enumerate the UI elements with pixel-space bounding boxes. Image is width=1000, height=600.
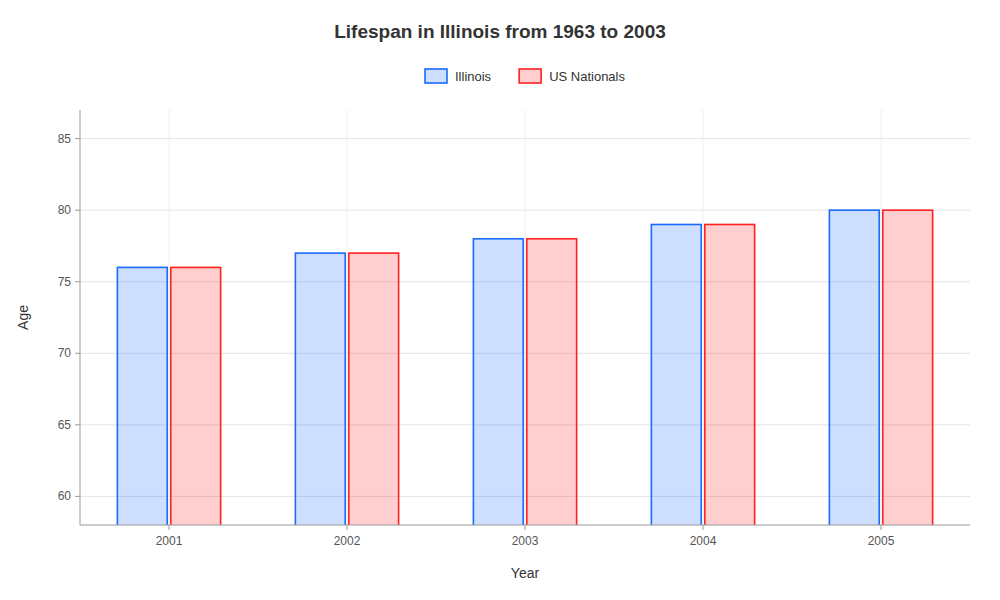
grid-line-x [881, 110, 882, 525]
bar [651, 224, 701, 525]
y-tick [75, 353, 80, 354]
legend-swatch [425, 69, 447, 83]
x-tick [525, 525, 526, 530]
y-tick [75, 496, 80, 497]
y-tick-label: 65 [58, 418, 72, 432]
y-tick [75, 281, 80, 282]
bar [473, 239, 523, 525]
legend-item: US Nationals [519, 69, 625, 84]
y-tick-label: 60 [58, 489, 72, 503]
chart-svg: 60 65 70 75 80 85 2001 2002 2003 2004 2005 Year Age L… [0, 0, 1000, 600]
grid-line-x [169, 110, 170, 525]
y-tick [75, 210, 80, 211]
y-tick-label: 75 [58, 275, 72, 289]
y-axis-line [80, 110, 81, 525]
bar [117, 267, 167, 525]
bar [527, 239, 577, 525]
legend: Illinois US Nationals [425, 69, 625, 84]
y-tick-label: 70 [58, 346, 72, 360]
y-tick [75, 424, 80, 425]
legend-label: US Nationals [549, 69, 625, 84]
x-tick-label: 2001 [156, 534, 183, 548]
axes: 60 65 70 75 80 85 2001 2002 2003 2004 2005 [58, 110, 970, 548]
x-tick [881, 525, 882, 530]
series-bars [171, 210, 933, 525]
x-tick-label: 2004 [690, 534, 717, 548]
x-tick-label: 2003 [512, 534, 539, 548]
x-tick [169, 525, 170, 530]
grid-line-x [703, 110, 704, 525]
x-axis-label: Year [511, 565, 540, 581]
y-axis-label: Age [15, 305, 31, 330]
y-tick-label: 80 [58, 203, 72, 217]
bar [171, 267, 221, 525]
bar [883, 210, 933, 525]
y-tick [75, 138, 80, 139]
grid-line-x [347, 110, 348, 525]
legend-swatch [519, 69, 541, 83]
series-bars [117, 210, 879, 525]
x-tick-label: 2005 [868, 534, 895, 548]
bar [705, 224, 755, 525]
chart-container: 60 65 70 75 80 85 2001 2002 2003 2004 2005 Year Age L… [0, 0, 1000, 600]
x-tick-label: 2002 [334, 534, 361, 548]
y-tick-label: 85 [58, 132, 72, 146]
bar [349, 253, 399, 525]
legend-item: Illinois [425, 69, 492, 84]
grid-line-x [525, 110, 526, 525]
legend-label: Illinois [455, 69, 492, 84]
x-tick [703, 525, 704, 530]
chart-title: Lifespan in Illinois from 1963 to 2003 [334, 21, 666, 42]
x-tick [347, 525, 348, 530]
bar [829, 210, 879, 525]
bars [117, 210, 932, 525]
bar [295, 253, 345, 525]
